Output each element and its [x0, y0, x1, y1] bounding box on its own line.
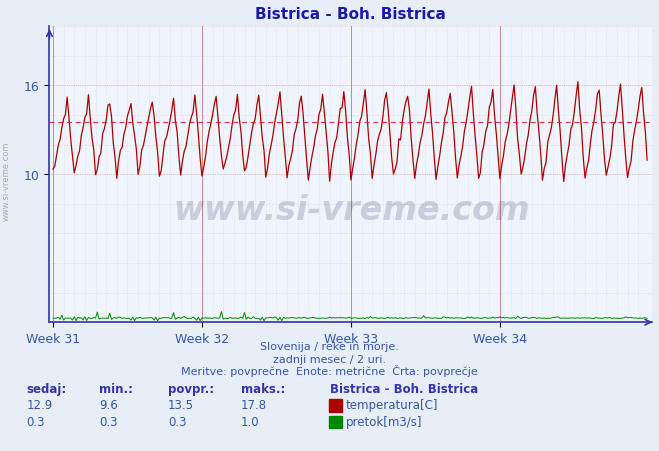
Text: temperatura[C]: temperatura[C]: [346, 398, 438, 411]
Text: zadnji mesec / 2 uri.: zadnji mesec / 2 uri.: [273, 354, 386, 364]
Text: maks.:: maks.:: [241, 382, 285, 396]
Text: 0.3: 0.3: [26, 415, 45, 428]
Text: 12.9: 12.9: [26, 398, 53, 411]
Text: www.si-vreme.com: www.si-vreme.com: [2, 141, 11, 220]
Text: pretok[m3/s]: pretok[m3/s]: [346, 415, 422, 428]
Text: Slovenija / reke in morje.: Slovenija / reke in morje.: [260, 341, 399, 351]
Text: 0.3: 0.3: [99, 415, 117, 428]
Text: 9.6: 9.6: [99, 398, 117, 411]
Text: povpr.:: povpr.:: [168, 382, 214, 396]
Text: 13.5: 13.5: [168, 398, 194, 411]
Text: sedaj:: sedaj:: [26, 382, 67, 396]
Text: Meritve: povprečne  Enote: metrične  Črta: povprečje: Meritve: povprečne Enote: metrične Črta:…: [181, 364, 478, 376]
Text: min.:: min.:: [99, 382, 133, 396]
Text: 0.3: 0.3: [168, 415, 186, 428]
Text: 1.0: 1.0: [241, 415, 259, 428]
Text: Bistrica - Boh. Bistrica: Bistrica - Boh. Bistrica: [330, 382, 478, 396]
Title: Bistrica - Boh. Bistrica: Bistrica - Boh. Bistrica: [256, 7, 446, 22]
Text: 17.8: 17.8: [241, 398, 267, 411]
Text: www.si-vreme.com: www.si-vreme.com: [173, 194, 529, 227]
